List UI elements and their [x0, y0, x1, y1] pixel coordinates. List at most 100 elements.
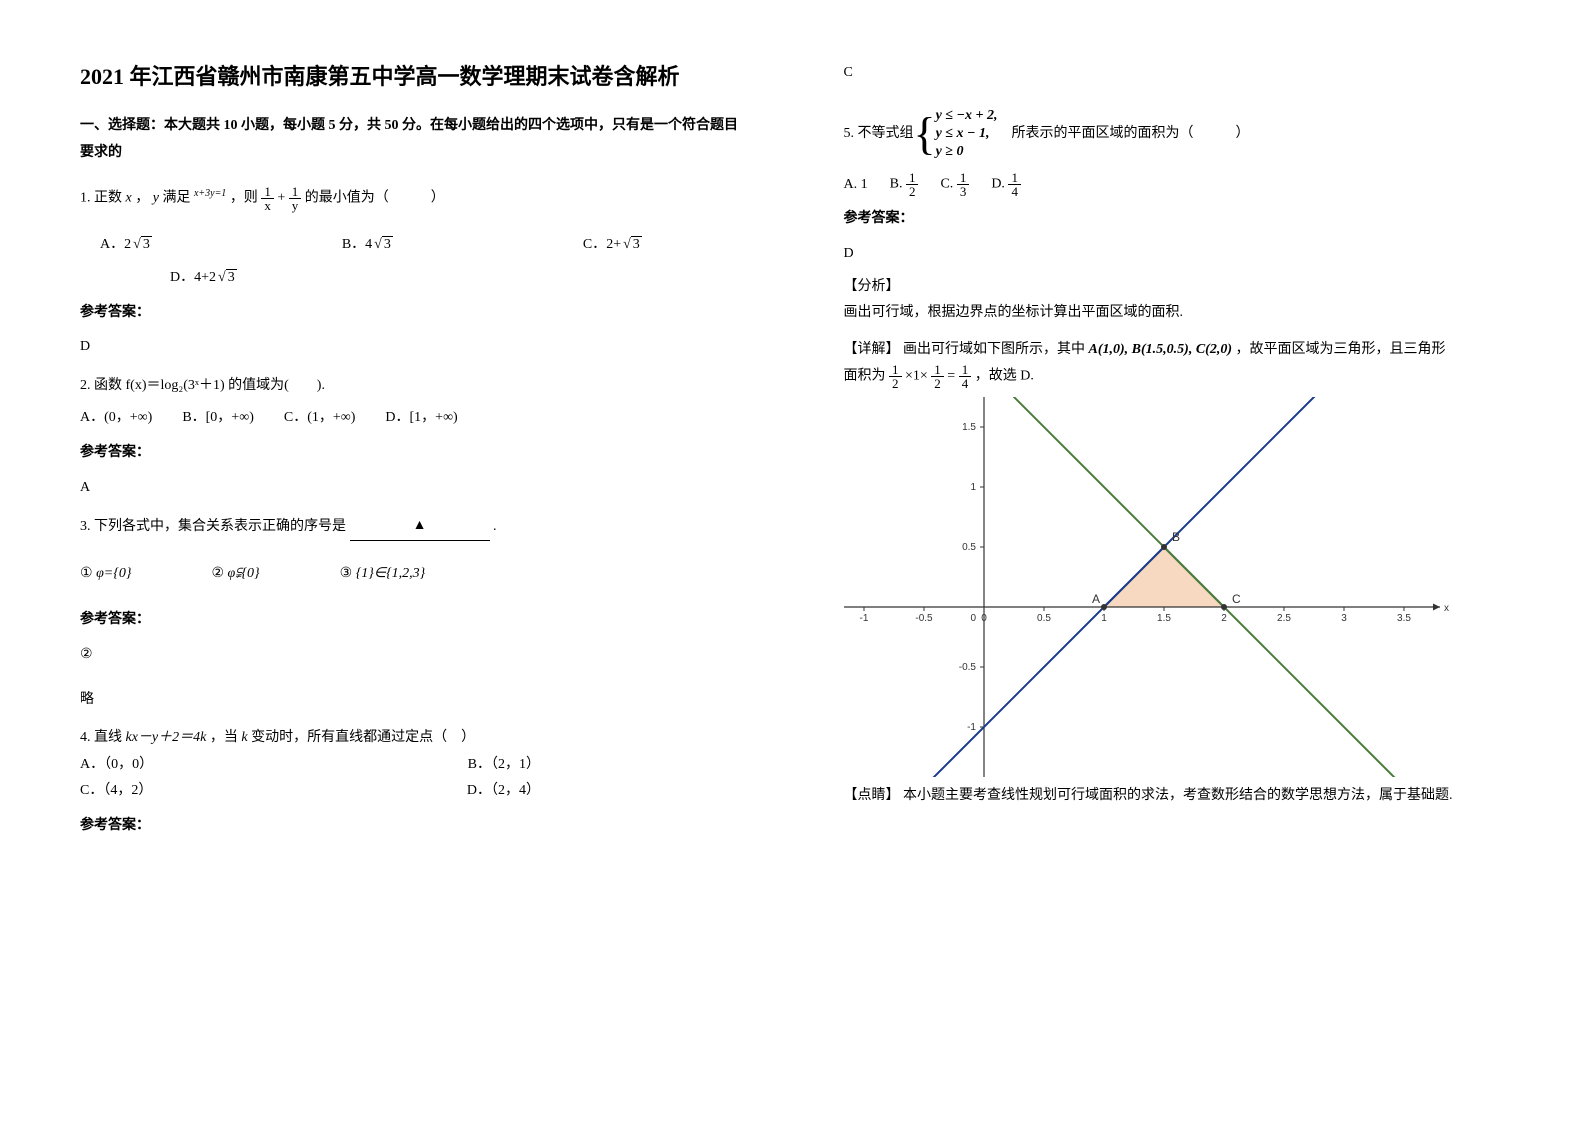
- feasible-region-chart: -1-0.500.511.522.533.5-1.5-1-0.50.511.52…: [844, 397, 1494, 777]
- q5-case3: y ≥ 0: [936, 143, 998, 161]
- q4-stem-c: 变动时，所有直线都通过定点（ ）: [251, 730, 475, 745]
- q1-answer: D: [80, 334, 744, 361]
- q5-comment-label: 【点睛】: [844, 788, 900, 803]
- q3-opt1: ① φ={0}: [80, 561, 131, 588]
- q3-note: 略: [80, 687, 744, 714]
- q3-blank: ▲: [350, 513, 490, 541]
- svg-text:C: C: [1232, 592, 1241, 606]
- q3-options: ① φ={0} ② φ⫋{0} ③ {1}∈{1,2,3}: [80, 561, 744, 588]
- q2-optA: A．(0，+∞): [80, 405, 152, 432]
- svg-text:1.5: 1.5: [962, 422, 976, 433]
- svg-text:B: B: [1172, 530, 1180, 544]
- section-heading: 一、选择题：本大题共 10 小题，每小题 5 分，共 50 分。在每小题给出的四…: [80, 113, 744, 166]
- left-column: 2021 年江西省赣州市南康第五中学高一数学理期末试卷含解析 一、选择题：本大题…: [0, 0, 794, 1122]
- q1-optD: D．4+23: [170, 270, 237, 285]
- exam-page: 2021 年江西省赣州市南康第五中学高一数学理期末试卷含解析 一、选择题：本大题…: [0, 0, 1587, 1122]
- q5-optC: C. 13: [940, 171, 969, 198]
- q4-optD: D．（2，4）: [467, 778, 540, 805]
- q5-comment: 【点睛】 本小题主要考查线性规划可行域面积的求法，考查数形结合的数学思想方法，属…: [844, 783, 1508, 810]
- q5-case1: y ≤ −x + 2,: [936, 107, 998, 125]
- q5-options: A. 1 B. 12 C. 13 D. 14: [844, 171, 1508, 198]
- q4-optB: B．（2，1）: [468, 752, 540, 779]
- q5-stem-a: 5. 不等式组: [844, 121, 914, 148]
- svg-text:3: 3: [1341, 613, 1347, 624]
- q4-stem-a: 4. 直线: [80, 730, 126, 745]
- q4-answer: C: [844, 60, 1508, 87]
- q1-options-row2: D．4+23: [170, 265, 744, 292]
- svg-text:-0.5: -0.5: [915, 613, 933, 624]
- q5-case2: y ≤ x − 1,: [936, 125, 998, 143]
- svg-text:-0.5: -0.5: [958, 662, 976, 673]
- q1-options-row1: A．23 B．43 C．2+3: [100, 232, 744, 259]
- q3-stem-b: .: [493, 519, 497, 534]
- right-column: C 5. 不等式组 { y ≤ −x + 2, y ≤ x − 1, y ≥ 0…: [794, 0, 1587, 1122]
- brace-icon: {: [914, 107, 936, 162]
- q4-row1: A．（0，0） B．（2，1）: [80, 752, 540, 779]
- q5-detail-c: 面积为: [844, 369, 890, 384]
- svg-text:0.5: 0.5: [1037, 613, 1051, 624]
- q1-frac1: 1x: [261, 185, 274, 212]
- q5-stem-b: 所表示的平面区域的面积为（ ）: [1011, 121, 1249, 148]
- svg-text:1: 1: [970, 482, 976, 493]
- q5-detail-label: 【详解】: [844, 342, 900, 357]
- q1-frac2: 1y: [289, 185, 302, 212]
- q5-comment-text: 本小题主要考查线性规划可行域面积的求法，考查数形结合的数学思想方法，属于基础题.: [903, 788, 1453, 803]
- q4-eq: kx－y＋2＝4k: [126, 730, 207, 745]
- q5-cases: { y ≤ −x + 2, y ≤ x − 1, y ≥ 0: [914, 107, 998, 162]
- svg-text:-1: -1: [967, 722, 976, 733]
- svg-text:0: 0: [981, 613, 987, 624]
- q1-y: y: [153, 191, 159, 206]
- svg-text:x: x: [1444, 603, 1449, 614]
- q2-answer: A: [80, 475, 744, 502]
- question-2: 2. 函数 f(x)＝log₂(3ˣ＋1) 的值域为( ).: [80, 373, 744, 400]
- q2-answer-label: 参考答案：: [80, 440, 744, 467]
- svg-text:3.5: 3.5: [1397, 613, 1411, 624]
- q5-calc-line: 面积为 12 ×1× 12 = 14 ，故选 D.: [844, 363, 1508, 390]
- q5-detail-b: ，故平面区域为三角形，且三角形: [1236, 342, 1446, 357]
- svg-text:0.5: 0.5: [962, 542, 976, 553]
- q5-detail: 【详解】 画出可行域如下图所示，其中 A(1,0), B(1.5,0.5), C…: [844, 337, 1508, 364]
- svg-text:1: 1: [1101, 613, 1107, 624]
- q5-optB: B. 12: [890, 171, 919, 198]
- q5-detail-a: 画出可行域如下图所示，其中: [903, 342, 1089, 357]
- question-4: 4. 直线 kx－y＋2＝4k ，当 k 变动时，所有直线都通过定点（ ）: [80, 725, 744, 752]
- question-3: 3. 下列各式中，集合关系表示正确的序号是 ▲ .: [80, 513, 744, 541]
- q1-stem-c: 满足: [162, 191, 194, 206]
- q5-answer: D: [844, 241, 1508, 268]
- q4-stem-b: ，当: [210, 730, 242, 745]
- q2-optD: D．[1，+∞): [385, 405, 457, 432]
- svg-text:A: A: [1092, 592, 1100, 606]
- q1-stem-a: 1. 正数: [80, 191, 122, 206]
- q1-optA: A．23: [100, 232, 152, 259]
- q2-stem: 2. 函数 f(x)＝log₂(3ˣ＋1) 的值域为( ).: [80, 378, 325, 393]
- q5-optA: A. 1: [844, 172, 868, 199]
- q1-optB: B．43: [342, 232, 393, 259]
- svg-text:2: 2: [1221, 613, 1227, 624]
- q5-pts: A(1,0), B(1.5,0.5), C(2,0): [1089, 342, 1233, 357]
- q1-answer-label: 参考答案：: [80, 300, 744, 327]
- q5-detail-d: ，故选 D.: [975, 369, 1034, 384]
- q4-answer-label: 参考答案：: [80, 813, 744, 840]
- q4-optC: C．（4，2）: [80, 778, 152, 805]
- q5-analysis-label: 【分析】: [844, 274, 1508, 301]
- q2-optB: B．[0，+∞): [182, 405, 254, 432]
- svg-text:2.5: 2.5: [1277, 613, 1291, 624]
- question-5: 5. 不等式组 { y ≤ −x + 2, y ≤ x − 1, y ≥ 0 所…: [844, 107, 1508, 162]
- q4-var: k: [241, 730, 247, 745]
- q5-answer-label: 参考答案：: [844, 206, 1508, 233]
- q1-stem-b: ，: [135, 191, 149, 206]
- q1-stem-d: ，则: [230, 191, 262, 206]
- svg-text:-1: -1: [859, 613, 868, 624]
- q3-answer: ②: [80, 642, 744, 669]
- q3-answer-label: 参考答案：: [80, 607, 744, 634]
- question-1: 1. 正数 x ， y 满足 x+3y=1 ，则 1x + 1y 的最小值为（ …: [80, 184, 744, 212]
- q1-stem-e: 的最小值为（ ）: [305, 191, 445, 206]
- q3-opt2: ② φ⫋{0}: [211, 561, 259, 588]
- q3-opt3: ③ {1}∈{1,2,3}: [340, 561, 426, 588]
- q3-stem-a: 3. 下列各式中，集合关系表示正确的序号是: [80, 519, 346, 534]
- svg-text:1.5: 1.5: [1157, 613, 1171, 624]
- q1-x: x: [126, 191, 132, 206]
- q4-optA: A．（0，0）: [80, 752, 153, 779]
- q4-row2: C．（4，2） D．（2，4）: [80, 778, 540, 805]
- page-title: 2021 年江西省赣州市南康第五中学高一数学理期末试卷含解析: [80, 60, 744, 93]
